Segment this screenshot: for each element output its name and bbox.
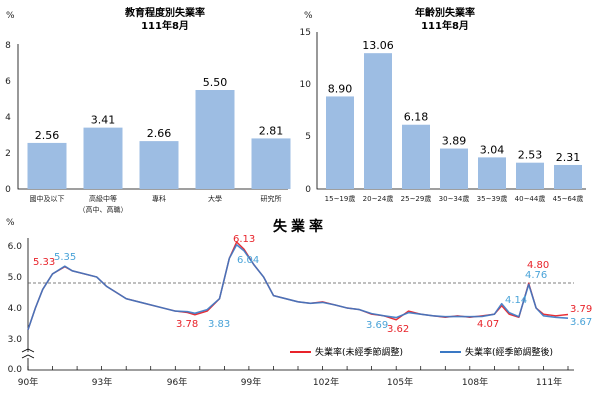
- annotation-sa: 5.35: [54, 252, 76, 263]
- education-bar-value-label: 2.66: [147, 127, 172, 140]
- education-y-unit: %: [6, 11, 15, 21]
- education-y-tick: 2: [5, 149, 11, 159]
- age-chart: 年齡別失業率 111年8月 % 15 10 5 0 8.90 13.06 6.18 3…: [300, 6, 586, 203]
- trend-x-ticks: [27, 366, 569, 370]
- axis-break-icon: [21, 348, 35, 359]
- trend-chart-title: 失業率: [273, 218, 327, 235]
- education-chart-subtitle: 111年8月: [141, 19, 189, 32]
- education-category-label: 研究所: [261, 194, 282, 203]
- age-y-unit: %: [304, 11, 313, 21]
- trend-x-tick-label: 93年: [92, 376, 112, 388]
- age-bar-value-label: 8.90: [328, 82, 353, 95]
- annotation-raw: 4.80: [527, 260, 549, 271]
- age-category-label: 30~34歲: [439, 194, 470, 203]
- trend-x-tick-label: 102年: [313, 376, 339, 388]
- trend-x-tick-label: 111年: [536, 376, 562, 388]
- education-bar: [83, 127, 123, 189]
- trend-x-tick-label: 96年: [167, 376, 187, 388]
- education-y-tick: 8: [5, 41, 11, 51]
- trend-y-unit: %: [6, 218, 15, 228]
- education-bar: [139, 141, 179, 189]
- annotation-raw: 6.13: [233, 234, 255, 245]
- education-bar: [251, 138, 291, 189]
- age-bar: [516, 162, 544, 189]
- age-bar: [554, 164, 582, 189]
- annotation-raw: 5.33: [33, 257, 55, 268]
- annotation-sa: 4.76: [525, 270, 547, 281]
- age-bar-value-label: 3.89: [442, 135, 467, 148]
- legend-label-sa: 失業率(經季節調整後): [465, 346, 553, 358]
- trend-x-tick-label: 90年: [18, 376, 38, 388]
- education-chart-title: 教育程度別失業率: [124, 6, 205, 19]
- age-bar: [402, 124, 430, 189]
- annotation-sa: 6.04: [237, 255, 259, 266]
- age-bar: [440, 148, 468, 189]
- age-category-label: 35~39歲: [477, 194, 508, 203]
- education-bar-value-label: 2.81: [259, 124, 284, 137]
- education-bar-value-label: 5.50: [203, 76, 228, 89]
- age-bar-value-label: 13.06: [362, 39, 394, 52]
- education-bar: [27, 142, 67, 189]
- education-category-label: 專科: [152, 194, 166, 203]
- education-bars: 2.56 3.41 2.66 5.50 2.81: [27, 76, 291, 189]
- annotation-raw: 4.07: [477, 319, 499, 330]
- education-category-label: 大學: [208, 194, 222, 203]
- education-y-tick: 6: [5, 77, 11, 87]
- trend-x-tick-label: 99年: [241, 376, 261, 388]
- education-bar: [195, 90, 235, 189]
- age-bar-value-label: 6.18: [404, 111, 429, 124]
- age-category-label: 20~24歲: [363, 194, 394, 203]
- trend-series: [27, 241, 569, 330]
- trend-chart: 失業率 % 6.0 5.0 4.0 3.0 0.0 90年 93年 96年 99…: [6, 218, 592, 388]
- age-category-label: 45~64歲: [553, 194, 584, 203]
- age-y-tick: 0: [305, 185, 311, 195]
- education-y-tick: 0: [5, 185, 11, 195]
- education-category-label: 國中及以下: [30, 194, 65, 203]
- age-bar-value-label: 2.31: [556, 151, 581, 164]
- age-bar: [364, 53, 392, 190]
- education-bar-value-label: 2.56: [35, 129, 60, 142]
- age-category-label: 15~19歲: [325, 194, 356, 203]
- age-y-tick: 5: [305, 132, 311, 142]
- series-line-raw: [27, 241, 569, 330]
- trend-y-tick: 0.0: [8, 365, 23, 375]
- age-y-tick: 15: [300, 28, 311, 38]
- trend-x-axis: [27, 358, 574, 371]
- series-line-sa: [27, 244, 569, 330]
- annotation-raw: 3.62: [387, 324, 409, 335]
- annotation-raw: 3.78: [176, 319, 198, 330]
- education-category-label: 高級中等: [89, 194, 117, 203]
- trend-y-tick: 6.0: [8, 242, 23, 252]
- age-bar-value-label: 2.53: [518, 149, 543, 162]
- education-bar-value-label: 3.41: [91, 114, 116, 127]
- age-y-tick: 10: [300, 80, 312, 90]
- trend-legend: 失業率(未經季節調整) 失業率(經季節調整後): [290, 346, 553, 358]
- age-chart-subtitle: 111年8月: [421, 19, 469, 32]
- trend-y-tick: 4.0: [8, 304, 23, 314]
- education-category-sublabel: （高中、高職）: [79, 205, 128, 214]
- annotation-sa: 4.14: [505, 295, 527, 306]
- education-chart: 教育程度別失業率 111年8月 % 8 6 4 2 0 2.56 3.41 2.66…: [5, 6, 291, 214]
- trend-x-tick-label: 108年: [462, 376, 488, 388]
- legend-label-raw: 失業率(未經季節調整): [315, 346, 403, 358]
- annotation-sa: 3.83: [208, 319, 230, 330]
- education-y-tick: 4: [5, 113, 11, 123]
- age-bar: [478, 157, 506, 189]
- annotation-sa: 3.67: [570, 317, 592, 328]
- trend-y-tick: 3.0: [8, 335, 23, 345]
- age-category-label: 25~29歲: [401, 194, 432, 203]
- annotation-sa: 3.69: [366, 320, 388, 331]
- annotation-raw: 3.79: [570, 304, 592, 315]
- age-chart-title: 年齡別失業率: [415, 6, 475, 19]
- age-category-label: 40~44歲: [515, 194, 546, 203]
- age-bar: [326, 96, 354, 189]
- trend-y-tick: 5.0: [8, 273, 23, 283]
- age-bars: 8.90 13.06 6.18 3.89 3.04 2.53 2.31: [326, 39, 582, 190]
- age-bar-value-label: 3.04: [480, 143, 505, 156]
- trend-x-tick-label: 105年: [387, 376, 413, 388]
